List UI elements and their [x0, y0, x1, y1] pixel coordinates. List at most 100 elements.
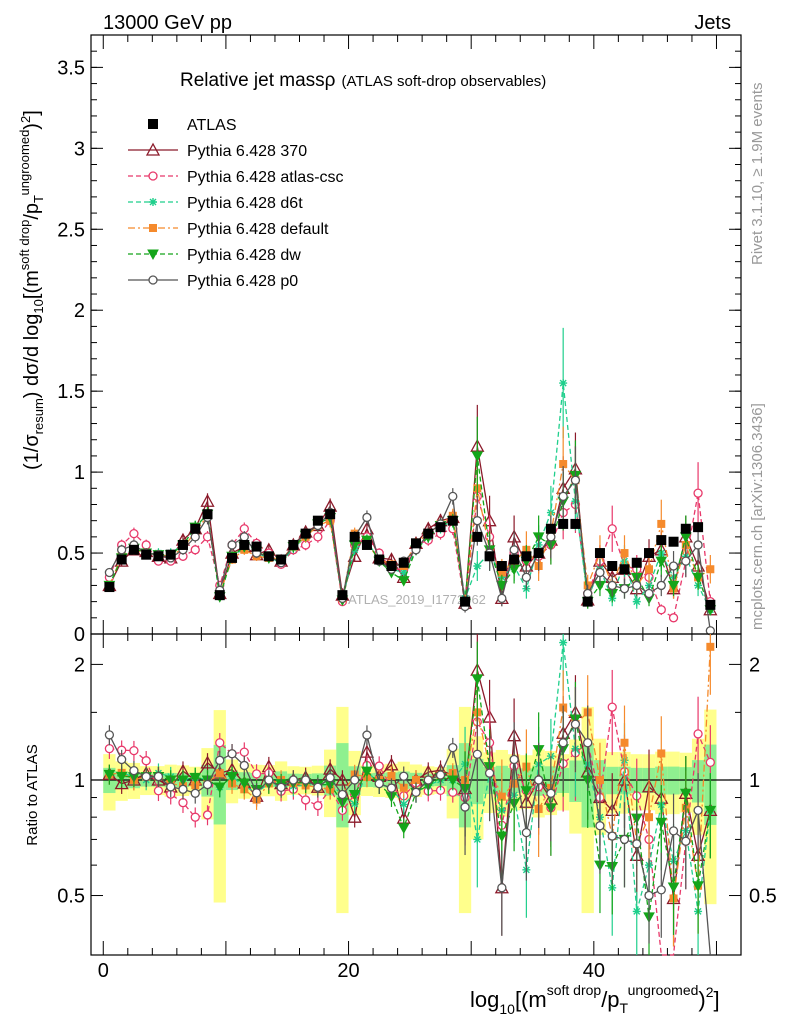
ratio-point [347, 809, 362, 823]
atlas-data-point [227, 552, 238, 563]
ratio-point [546, 788, 556, 798]
data-point [141, 540, 151, 550]
atlas-data-point [509, 554, 520, 565]
ratio-point [681, 836, 691, 846]
data-point [681, 556, 691, 566]
atlas-data-point [582, 596, 593, 607]
data-point [104, 567, 115, 578]
data-point [362, 512, 372, 523]
main-y-tick-label: 1.5 [57, 381, 85, 403]
ratio-point [411, 787, 421, 797]
ratio-point [495, 831, 508, 843]
atlas-data-point [312, 515, 323, 526]
atlas-data-point [693, 522, 704, 533]
ratio-y-tick-label: 1 [74, 770, 85, 792]
atlas-data-point [349, 531, 360, 542]
ratio-point [374, 778, 384, 789]
data-point [570, 475, 581, 485]
ratio-point [114, 776, 129, 790]
atlas-data-point [631, 557, 642, 568]
ratio-point [386, 783, 397, 793]
data-point [668, 561, 679, 571]
header-jets-label: Jets [694, 12, 731, 34]
ratio-point [374, 761, 384, 771]
atlas-data-point [619, 564, 630, 575]
side-rivet-label: Rivet 3.1.10, ≥ 1.9M events [749, 83, 766, 266]
data-point [129, 528, 139, 539]
atlas-data-point [668, 536, 679, 547]
ratio-point [471, 674, 484, 685]
ratio-point [337, 789, 348, 800]
main-y-tick-label: 0.5 [57, 543, 85, 565]
atlas-data-point [190, 523, 201, 534]
atlas-data-point [165, 549, 176, 560]
ratio-point [705, 757, 715, 768]
legend-marker [149, 198, 157, 206]
data-point [620, 549, 629, 558]
data-point [632, 597, 641, 606]
ratio-point [693, 805, 703, 816]
atlas-data-point [484, 551, 495, 562]
legend-marker [148, 119, 158, 129]
ratio-point [655, 817, 668, 829]
legend-label: Pythia 6.428 d6t [187, 195, 303, 212]
ratio-point [533, 775, 544, 785]
ratio-point [607, 831, 617, 841]
atlas-data-point [607, 561, 618, 572]
ratio-point [178, 798, 188, 808]
atlas-data-point [104, 582, 115, 593]
legend-label: Pythia 6.428 default [187, 221, 329, 238]
ratio-point [656, 885, 666, 895]
atlas-data-point [116, 554, 127, 565]
ratio-point [288, 775, 299, 785]
atlas-data-point [337, 590, 348, 601]
ratio-point [202, 779, 213, 790]
legend-label: Pythia 6.428 atlas-csc [187, 169, 344, 186]
data-point [497, 593, 507, 604]
ratio-point [276, 782, 286, 793]
data-point [190, 532, 200, 542]
ratio-point [632, 839, 642, 849]
data-point [644, 588, 654, 599]
ratio-point [446, 775, 459, 786]
ratio-point [362, 730, 372, 740]
legend-entry-atlascsc: Pythia 6.428 atlas-csc [128, 169, 344, 186]
data-point [117, 545, 127, 555]
ratio-point [141, 756, 151, 766]
x-axis-label: log10[(msoft drop/pTungroomed)2] [470, 982, 720, 1017]
ratio-point [251, 788, 262, 798]
ratio-point [399, 771, 409, 781]
atlas-data-point [214, 590, 225, 601]
data-point [200, 493, 215, 507]
atlas-data-point [325, 509, 336, 520]
ratio-point [239, 747, 249, 757]
ratio-point [141, 771, 151, 782]
ratio-point [559, 638, 568, 647]
data-point [313, 532, 323, 542]
ratio-point [325, 773, 335, 783]
atlas-data-point [128, 544, 139, 555]
ratio-point [679, 788, 692, 800]
ratio-point [178, 784, 188, 794]
atlas-data-point [202, 509, 213, 520]
atlas-data-point [288, 539, 299, 550]
ratio-point [473, 835, 482, 844]
data-point [656, 605, 666, 615]
data-point [706, 565, 715, 574]
main-plot-area: 0 0.5 1 1.5 2 2.5 3 3.5 [57, 34, 742, 646]
atlas-data-point [435, 522, 446, 533]
ratio-series-p0 [104, 687, 711, 956]
ratio-point [509, 754, 519, 765]
ratio-point [215, 755, 225, 765]
analysis-watermark: ATLAS_2019_I1772062 [348, 592, 486, 607]
ratio-y-tick-label: 2 [74, 654, 85, 676]
atlas-data-point [472, 531, 483, 542]
ratio-point [153, 771, 164, 782]
ratio-point [619, 834, 630, 845]
ratio-y-axis-label: Ratio to ATLAS [24, 744, 41, 845]
ratio-point [153, 786, 164, 796]
legend-label: Pythia 6.428 dw [187, 247, 301, 264]
ratio-point [521, 827, 532, 838]
data-point [521, 572, 532, 582]
